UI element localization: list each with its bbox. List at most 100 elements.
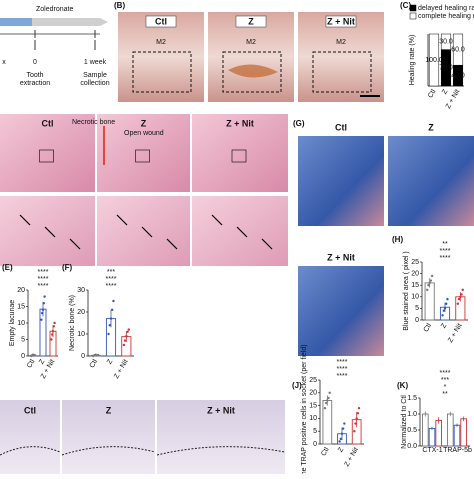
data-point xyxy=(341,427,345,430)
bar xyxy=(422,413,429,447)
x-tick-label: Ctl xyxy=(26,358,37,369)
data-point xyxy=(328,391,331,394)
data-point xyxy=(456,302,460,305)
significance: **** xyxy=(337,359,348,366)
data-point xyxy=(343,422,346,425)
data-point xyxy=(53,321,56,325)
y-tick-label: 1.0 xyxy=(407,411,417,418)
x-tick-label: Ctl xyxy=(89,358,100,369)
significance: **** xyxy=(38,269,49,276)
roi-box xyxy=(135,149,150,163)
data-point xyxy=(127,328,130,331)
significance: **** xyxy=(440,255,451,262)
stain-title: Z xyxy=(428,122,434,132)
data-point xyxy=(446,297,449,301)
x-tick-label: Z xyxy=(440,322,449,330)
legend-label: delayed healing rate xyxy=(418,5,474,12)
legend-label: complete healing rate xyxy=(418,13,474,20)
data-point xyxy=(323,406,327,410)
x-tick-label: Z + Nit xyxy=(344,446,360,468)
significance: ** xyxy=(442,391,448,398)
y-tick-label: 5 xyxy=(313,428,317,435)
trap-image xyxy=(62,400,155,474)
y-tick-label: 25 xyxy=(309,377,317,384)
drug-bar xyxy=(0,18,32,26)
significance: **** xyxy=(337,373,348,380)
data-point xyxy=(327,396,330,400)
stain-title: Z + Nit xyxy=(327,252,355,262)
data-point xyxy=(441,314,444,317)
y-axis-label: Necrotic bone (%) xyxy=(69,295,76,351)
data-point xyxy=(429,279,433,282)
trap-image xyxy=(0,400,60,474)
timeline-tick-label: 0 xyxy=(33,59,37,66)
stain-title: Ctl xyxy=(335,122,347,132)
data-point xyxy=(109,317,113,320)
arrow xyxy=(261,238,273,250)
trap-title: Z xyxy=(106,405,112,415)
data-point xyxy=(338,440,341,443)
wound xyxy=(228,64,278,78)
stain-image xyxy=(298,136,384,226)
roi-box xyxy=(312,51,372,93)
timeline-event: Sample xyxy=(83,72,107,79)
data-point xyxy=(50,338,53,341)
data-point xyxy=(443,307,447,310)
bar xyxy=(435,419,442,447)
bar xyxy=(424,282,435,321)
title-box xyxy=(325,15,357,28)
bar xyxy=(428,427,436,447)
panel-label: (E) xyxy=(2,263,13,272)
bar xyxy=(447,413,454,447)
significance: **** xyxy=(38,283,49,290)
y-tick-label: 0 xyxy=(313,441,317,448)
x-tick-label: Z xyxy=(441,88,450,96)
x-tick-label: TRAP-5b xyxy=(443,447,472,454)
arrow xyxy=(44,226,56,238)
histology-zoom xyxy=(192,196,288,266)
arrow xyxy=(69,238,81,250)
layout xyxy=(0,18,108,50)
y-tick-label: 0.0 xyxy=(407,443,417,450)
y-tick-label: 25 xyxy=(411,259,419,266)
bar-segment xyxy=(428,33,440,87)
data-point xyxy=(126,330,129,333)
arrow xyxy=(166,238,178,250)
y-axis-label: Empty lacunae xyxy=(9,300,16,346)
y-tick-label: 10 xyxy=(411,294,419,301)
trap-title: Z + Nit xyxy=(207,405,235,415)
y-tick-label: 20 xyxy=(411,270,419,277)
value-label: 60.0 xyxy=(451,46,465,53)
data-point xyxy=(96,353,100,357)
data-point xyxy=(324,401,328,405)
trap-title: Ctl xyxy=(24,405,36,415)
data-point xyxy=(339,437,343,441)
value-label: 30.0 xyxy=(439,39,453,46)
tooth-label: M2 xyxy=(246,39,256,46)
data-point xyxy=(426,288,429,292)
bar xyxy=(453,424,461,447)
legend-swatch xyxy=(409,4,417,12)
significance: *** xyxy=(107,269,115,276)
timeline-tick-label: 1 week xyxy=(84,59,107,66)
bar-segment xyxy=(452,33,464,66)
data-point xyxy=(357,406,361,410)
data-point xyxy=(355,417,358,420)
data-point xyxy=(40,318,43,321)
data-point xyxy=(460,293,463,296)
data-point xyxy=(42,302,45,305)
timeline-arrow xyxy=(32,18,108,26)
photo-title: Z + Nit xyxy=(327,16,355,26)
tooth-label: M2 xyxy=(156,39,166,46)
arrow xyxy=(211,214,223,226)
y-tick-label: 0.5 xyxy=(407,427,417,434)
x-tick-label: Ctl xyxy=(427,88,438,99)
y-axis-label: Normalized to Ctl xyxy=(401,395,408,449)
data-point xyxy=(41,308,45,311)
x-tick-label: Z + Nit xyxy=(113,358,129,380)
significance: **** xyxy=(106,283,117,290)
histology-title: Z xyxy=(141,118,147,128)
significance: *** xyxy=(441,377,449,384)
value-label: 100.0 xyxy=(425,57,443,64)
